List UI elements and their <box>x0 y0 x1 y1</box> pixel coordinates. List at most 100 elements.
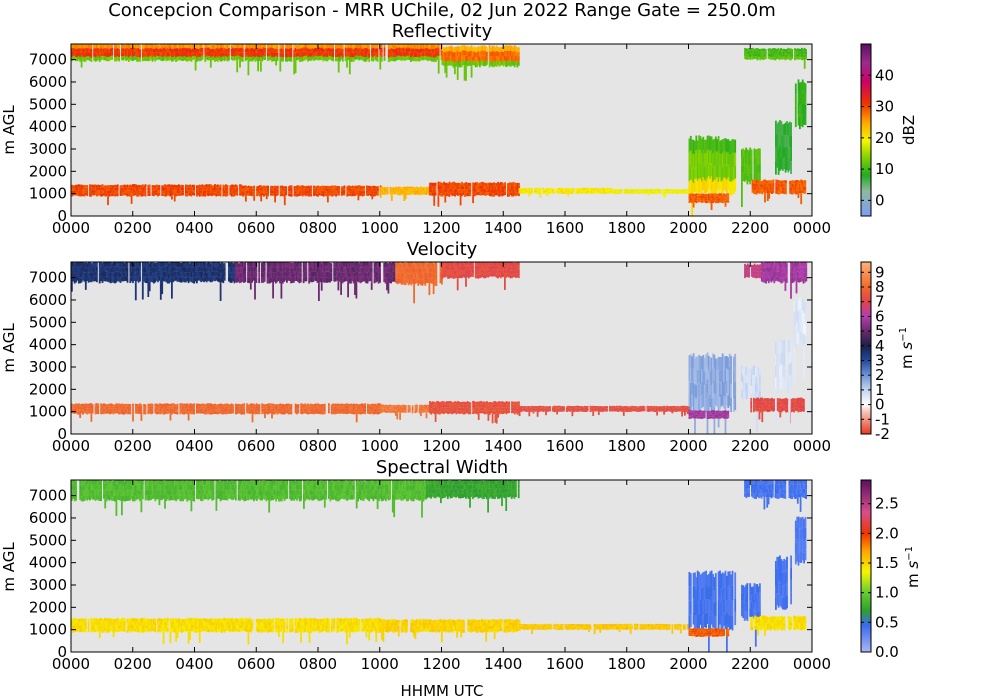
echo-cell <box>762 182 765 187</box>
echo-cell <box>783 157 786 169</box>
echo-cell <box>347 51 350 56</box>
echo-cell <box>606 189 608 191</box>
echo-cell <box>758 54 760 57</box>
echo-cell <box>362 271 365 277</box>
echo-cell <box>749 54 752 58</box>
echo-cell <box>597 187 600 190</box>
echo-cell <box>333 187 336 191</box>
echo-cell <box>225 56 227 61</box>
echo-cell <box>381 186 383 189</box>
echo-cell <box>479 262 481 266</box>
echo-cell <box>204 266 207 272</box>
echo-cell <box>796 190 798 195</box>
echo-cell <box>133 44 136 48</box>
echo-cell <box>593 189 596 191</box>
echo-cell <box>214 262 216 267</box>
echo-cell <box>465 262 467 266</box>
echo-cell <box>686 190 689 192</box>
echo-cell <box>190 262 193 267</box>
echo-cell <box>641 192 644 194</box>
echo-cell <box>525 192 528 194</box>
echo-cell <box>128 48 130 54</box>
echo-cell <box>407 279 410 286</box>
echo-cell <box>672 189 675 191</box>
echo-cell <box>546 192 549 194</box>
echo-cell <box>784 135 787 148</box>
echo-cell <box>787 56 789 59</box>
echo-cell <box>228 262 230 268</box>
echo-cell <box>323 45 326 49</box>
echo-cell <box>136 48 139 53</box>
echo-cell <box>473 51 476 56</box>
echo-cell <box>182 266 184 272</box>
echo-cell <box>425 47 428 52</box>
echo-cell <box>330 44 333 49</box>
echo-cell <box>247 262 249 267</box>
echo-cell <box>294 47 297 53</box>
echo-cell <box>441 50 444 56</box>
echo-cell <box>115 49 118 54</box>
echo-cell <box>518 187 521 190</box>
echo-cell <box>410 52 412 58</box>
echo-cell <box>721 198 724 201</box>
echo-cell <box>326 48 329 53</box>
echo-cell <box>429 45 432 49</box>
echo-cell <box>282 57 284 62</box>
echo-cell <box>632 190 634 192</box>
echo-cell <box>115 44 118 49</box>
echo-cell <box>201 184 204 188</box>
echo-cell <box>283 262 286 267</box>
x-tick-label: 1800 <box>608 219 646 237</box>
echo-cell <box>194 44 197 48</box>
echo-cell <box>262 272 265 278</box>
echo-cell <box>454 189 456 193</box>
echo-cell <box>447 262 449 267</box>
echo-cell <box>283 266 286 272</box>
echo-cell <box>435 268 438 275</box>
echo-cell <box>759 156 761 165</box>
echo-cell <box>424 191 426 193</box>
echo-cell <box>209 263 212 268</box>
echo-cell <box>691 200 694 204</box>
echo-cell <box>354 193 357 196</box>
echo-cell <box>305 271 308 277</box>
echo-cell <box>264 193 267 196</box>
echo-cell <box>486 273 488 278</box>
echo-cell <box>454 186 456 190</box>
echo-cell <box>804 114 807 125</box>
echo-cell <box>215 190 218 194</box>
echo-cell <box>385 192 388 195</box>
echo-cell <box>155 44 158 48</box>
echo-cell <box>180 56 183 61</box>
echo-cell <box>494 47 497 52</box>
echo-cell <box>418 53 421 58</box>
echo-cell <box>275 186 278 189</box>
echo-cell <box>307 57 309 62</box>
echo-cell <box>412 56 415 62</box>
echo-cell <box>462 186 465 190</box>
echo-cell <box>107 44 109 49</box>
echo-cell <box>396 268 399 274</box>
echo-cell <box>560 188 563 190</box>
echo-cell <box>256 193 258 197</box>
echo-cell <box>133 184 136 187</box>
echo-cell <box>561 188 564 190</box>
echo-cell <box>465 55 467 61</box>
echo-cell <box>193 55 196 60</box>
echo-cell <box>467 61 470 66</box>
echo-cell <box>405 44 408 48</box>
echo-cell <box>705 196 707 199</box>
echo-cell <box>230 190 233 194</box>
echo-cell <box>211 52 214 57</box>
echo-cell <box>497 47 499 52</box>
echo-cell <box>121 193 123 196</box>
echo-cell <box>194 52 197 57</box>
echo-cell <box>291 278 294 283</box>
echo-cell <box>390 191 393 194</box>
echo-cell <box>780 180 783 184</box>
echo-cell <box>266 52 269 57</box>
echo-cell <box>664 191 666 193</box>
echo-cell <box>504 55 506 61</box>
echo-cell <box>143 187 145 191</box>
echo-cell <box>94 189 97 193</box>
